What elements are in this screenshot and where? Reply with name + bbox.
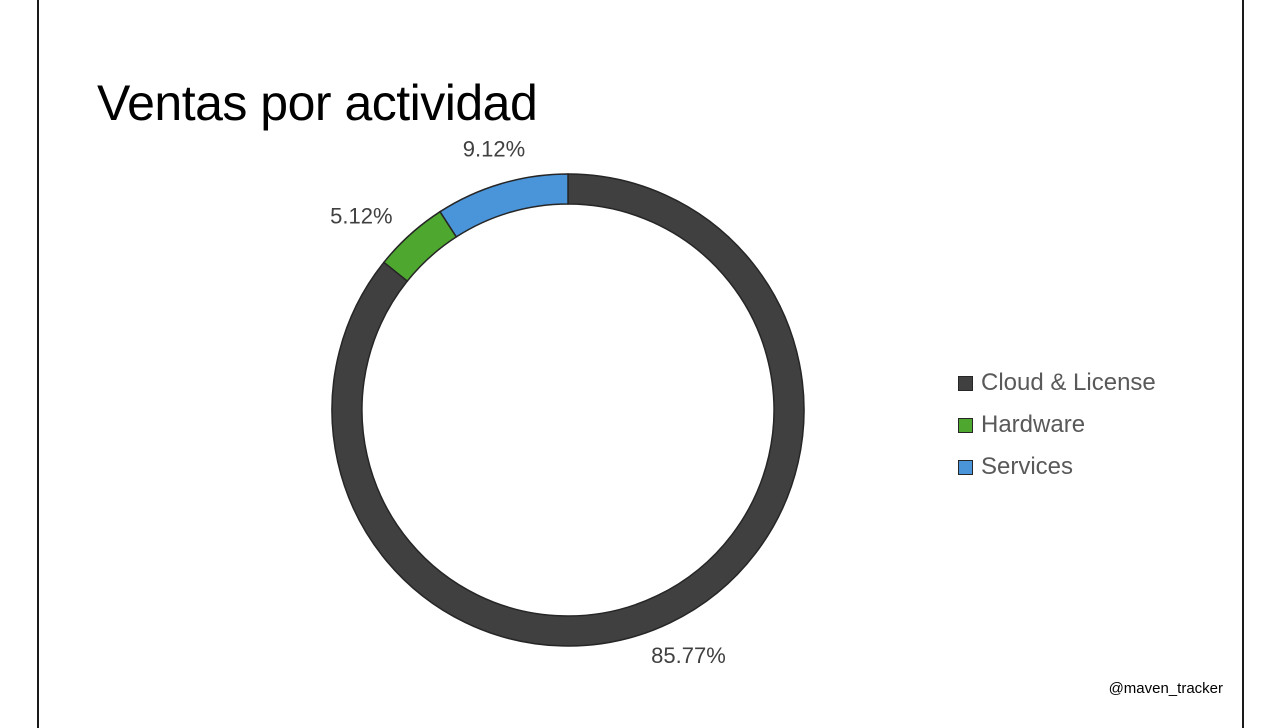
data-label-services: 9.12% — [463, 137, 525, 162]
legend-swatch-hardware — [958, 417, 973, 433]
legend-swatch-services — [958, 459, 973, 475]
legend-label-services: Services — [981, 453, 1074, 480]
data-label-cloud-license: 85.77% — [651, 643, 726, 668]
legend-item-services: Services — [958, 446, 1156, 488]
legend-label-hardware: Hardware — [981, 411, 1086, 438]
donut-slice-services — [439, 173, 569, 238]
legend-label-cloud-license: Cloud & License — [981, 369, 1156, 396]
donut-slice-cloud-license — [331, 173, 805, 647]
watermark-handle: @maven_tracker — [1108, 680, 1223, 697]
legend-swatch-cloud-license — [958, 375, 973, 391]
page-title: Ventas por actividad — [97, 75, 538, 131]
donut-slice-hardware — [382, 210, 458, 283]
slide-frame — [37, 0, 1244, 728]
chart-legend: Cloud & License Hardware Services — [958, 362, 1156, 488]
legend-item-cloud-license: Cloud & License — [958, 362, 1156, 404]
legend-item-hardware: Hardware — [958, 404, 1156, 446]
data-label-hardware: 5.12% — [330, 203, 392, 228]
